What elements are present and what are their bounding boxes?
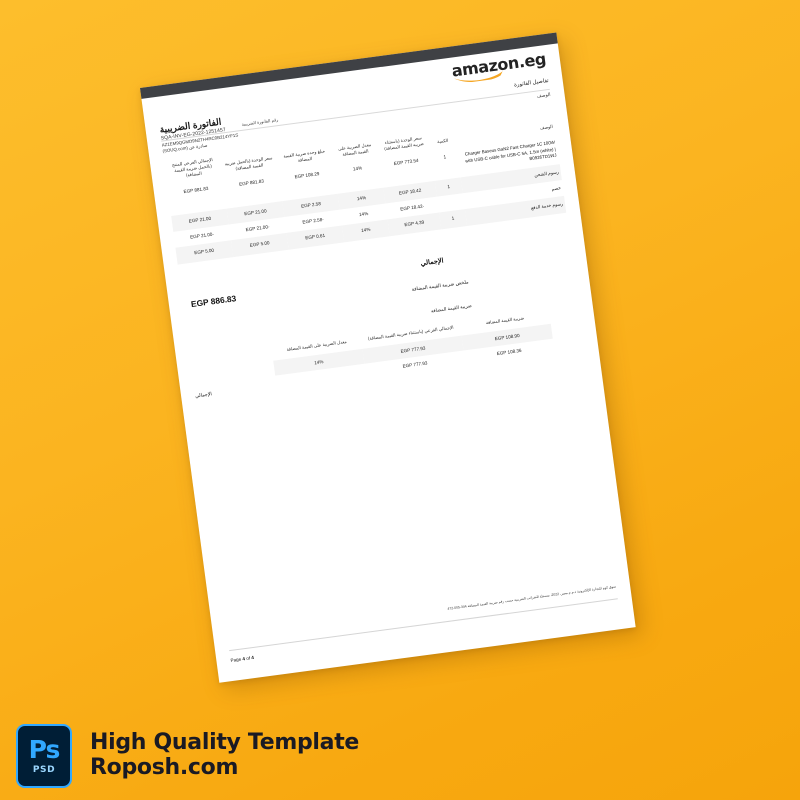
cell-qty: 1 (443, 154, 447, 160)
invoice-page: amazon.eg تفاصيل الفاتورة الوصف الفاتورة… (140, 32, 636, 683)
brand-text: High Quality Template Roposh.com (90, 731, 359, 780)
col-qty: الكمية (436, 137, 449, 144)
invoice-page-wrapper: amazon.eg تفاصيل الفاتورة الوصف الفاتورة… (140, 32, 636, 683)
brand-line-1: High Quality Template (90, 730, 360, 756)
cell-qty: 1 (439, 209, 468, 230)
brand-line-2: Roposh.com (90, 755, 239, 780)
grand-total-label: الإجمالي (420, 257, 444, 268)
tax-summary-table: ضريبة القيمة المضافة الإجمالي الفرعي (با… (271, 309, 554, 390)
amazon-logo: amazon.eg (450, 49, 548, 84)
description-column-label: الوصف (536, 91, 551, 99)
tax-summary-total-label: الإجمالي (195, 392, 213, 400)
page-of: of (245, 655, 251, 661)
grand-total-value: EGP 886.83 (190, 293, 237, 310)
footer-legal-note: سوق كوم للتجارة الإلكترونية ذ.م.م مصر، 2… (447, 583, 617, 611)
page-indicator: Page 4 of 4 (230, 655, 254, 663)
amazon-smile-icon (454, 71, 503, 83)
page-total: 4 (250, 654, 255, 661)
photoshop-psd-icon: Ps PSD (16, 724, 72, 788)
invoice-document: amazon.eg تفاصيل الفاتورة الوصف الفاتورة… (141, 43, 635, 682)
page-current: 4 (242, 656, 246, 662)
ps-icon-label: Ps (28, 735, 61, 764)
invoice-details-heading: تفاصيل الفاتورة (513, 77, 550, 89)
brand-bar: Ps PSD High Quality Template Roposh.com (0, 712, 800, 800)
psd-icon-label: PSD (32, 765, 56, 775)
tax-summary-title: ملخص ضريبة القيمة المضافة (411, 280, 469, 293)
page-prefix: Page (230, 656, 242, 664)
